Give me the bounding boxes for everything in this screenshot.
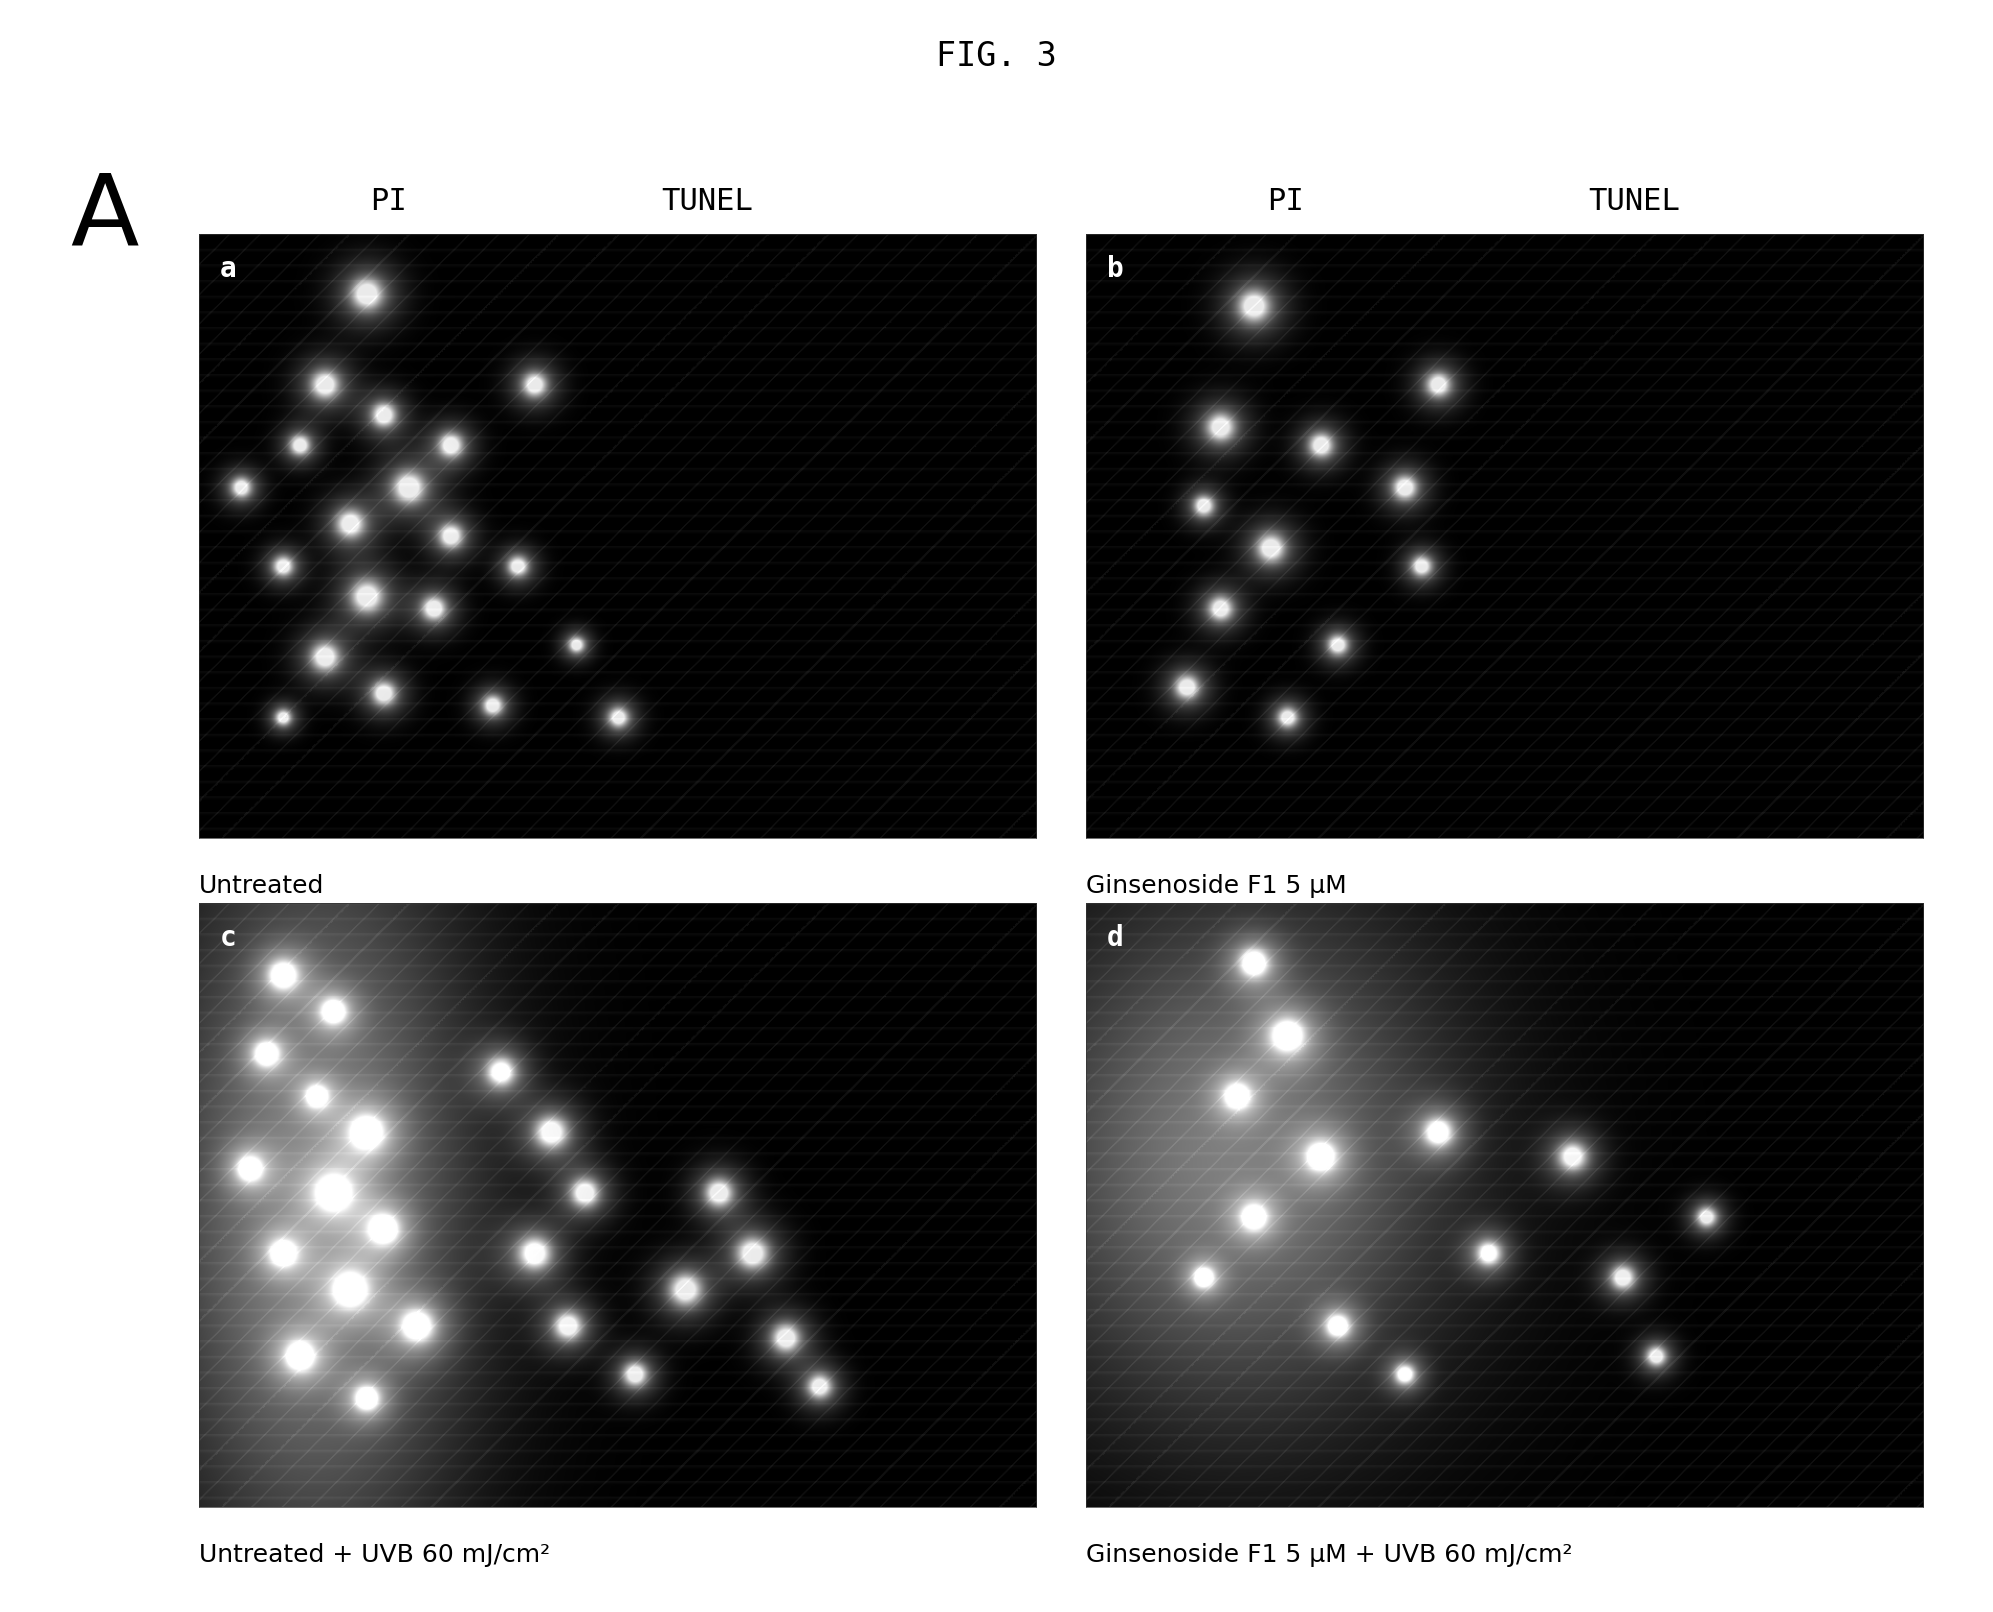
Text: Ginsenoside F1 5 μM + UVB 60 mJ/cm²: Ginsenoside F1 5 μM + UVB 60 mJ/cm²	[1086, 1543, 1572, 1567]
Text: FIG. 3: FIG. 3	[937, 40, 1056, 73]
Text: A: A	[70, 169, 138, 266]
Text: d: d	[1108, 924, 1124, 951]
Text: PI: PI	[1268, 187, 1303, 216]
Text: TUNEL: TUNEL	[662, 187, 753, 216]
Text: PI: PI	[371, 187, 407, 216]
Text: Untreated + UVB 60 mJ/cm²: Untreated + UVB 60 mJ/cm²	[199, 1543, 550, 1567]
Text: c: c	[219, 924, 237, 951]
Text: b: b	[1108, 255, 1124, 282]
Text: TUNEL: TUNEL	[1588, 187, 1680, 216]
Text: Untreated: Untreated	[199, 874, 325, 898]
Text: a: a	[219, 255, 237, 282]
Text: Ginsenoside F1 5 μM: Ginsenoside F1 5 μM	[1086, 874, 1347, 898]
